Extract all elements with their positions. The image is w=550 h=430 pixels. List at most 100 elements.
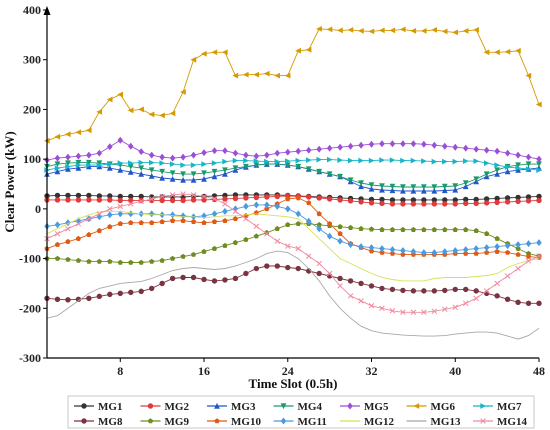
data-point: [421, 226, 427, 232]
data-point: [504, 249, 511, 255]
data-point: [222, 158, 229, 165]
data-point: [400, 140, 406, 148]
legend-swatch-marker: [347, 402, 353, 410]
data-point: [421, 288, 427, 294]
legend-swatch-marker: [81, 418, 87, 424]
data-point: [442, 158, 448, 165]
data-point: [128, 220, 134, 225]
data-point: [431, 226, 437, 232]
data-point: [494, 167, 501, 174]
legend-label: MG6: [431, 401, 456, 413]
data-point: [442, 226, 448, 232]
data-point: [107, 143, 113, 151]
data-point: [180, 162, 187, 168]
data-point: [431, 184, 438, 191]
legend-label: MG10: [231, 416, 261, 428]
data-point: [264, 263, 270, 269]
data-point: [410, 309, 417, 316]
data-point: [128, 259, 134, 265]
data-point: [410, 157, 417, 164]
data-point: [389, 308, 396, 314]
data-point: [347, 142, 354, 150]
data-point: [462, 180, 469, 187]
data-point: [232, 208, 239, 215]
data-point: [473, 227, 479, 233]
data-point: [107, 206, 113, 212]
data-point: [452, 286, 458, 293]
data-point: [211, 168, 218, 175]
data-point: [473, 288, 479, 294]
data-point: [159, 193, 165, 200]
data-point: [190, 192, 197, 198]
data-point: [75, 165, 82, 171]
data-point: [159, 197, 165, 204]
legend-swatch-marker: [480, 403, 487, 409]
data-point: [201, 197, 207, 203]
data-point: [441, 183, 448, 190]
data-point: [253, 194, 260, 201]
data-point: [117, 136, 124, 144]
data-point: [65, 166, 71, 172]
data-point: [452, 247, 459, 255]
data-point: [504, 273, 511, 279]
data-point: [107, 291, 113, 298]
data-point: [264, 201, 270, 209]
data-point: [305, 146, 312, 154]
data-point: [420, 184, 427, 191]
data-point: [65, 160, 71, 167]
data-point: [442, 306, 448, 313]
data-point: [107, 161, 113, 167]
data-point: [504, 149, 511, 157]
data-point: [127, 142, 134, 150]
data-point: [138, 259, 144, 265]
data-point: [494, 147, 500, 155]
legend-item-mg6: MG6: [406, 401, 456, 413]
data-point: [253, 233, 259, 239]
data-point: [326, 171, 333, 178]
data-point: [389, 246, 396, 254]
series-line-mg13: [46, 250, 540, 340]
data-point: [253, 162, 260, 169]
data-point: [222, 201, 228, 207]
data-point: [389, 226, 396, 232]
data-point: [295, 147, 302, 155]
y-tick-label: -100: [19, 252, 41, 266]
data-point: [75, 235, 82, 241]
data-point: [222, 167, 228, 174]
data-point: [243, 202, 249, 210]
data-point: [337, 224, 343, 229]
data-point: [128, 289, 134, 296]
data-point: [494, 235, 500, 241]
data-point: [379, 245, 385, 253]
data-point: [368, 226, 375, 232]
tick-labels: -300 -200 -100 0 100 200 300 400 8 16 24 32 40 48: [19, 3, 545, 378]
data-point: [452, 29, 458, 36]
data-point: [421, 158, 427, 165]
data-point: [410, 187, 417, 194]
data-point: [201, 170, 207, 177]
data-point: [138, 288, 144, 295]
data-point: [117, 197, 123, 204]
legend-label: MG2: [165, 401, 190, 413]
data-point: [96, 293, 103, 300]
data-point: [263, 70, 270, 77]
data-point: [379, 140, 385, 148]
data-point: [148, 167, 155, 174]
data-point: [65, 256, 71, 262]
data-point: [473, 250, 479, 256]
legend-label: MG11: [298, 416, 327, 428]
legend-item-mg10: MG10: [207, 416, 261, 428]
data-point: [410, 226, 417, 232]
data-point: [243, 236, 249, 242]
data-point: [117, 91, 123, 98]
data-point: [515, 245, 521, 251]
data-point: [169, 110, 176, 117]
data-point: [358, 180, 364, 187]
data-point: [379, 226, 385, 232]
legend-item-mg2: MG2: [140, 401, 190, 413]
data-point: [368, 244, 375, 252]
data-point: [222, 242, 228, 248]
data-point: [284, 162, 291, 169]
data-point: [149, 220, 155, 225]
